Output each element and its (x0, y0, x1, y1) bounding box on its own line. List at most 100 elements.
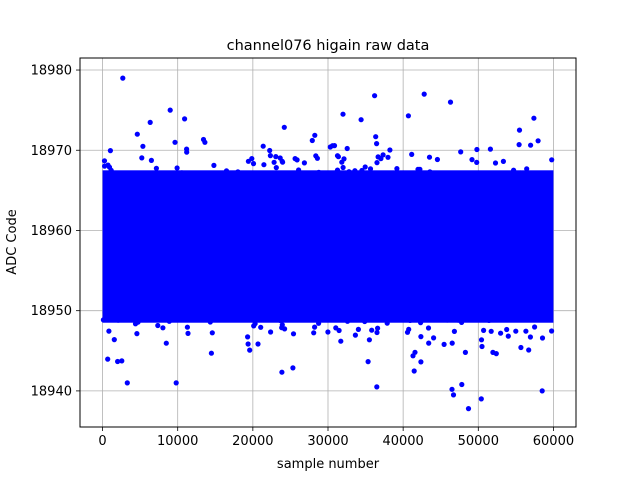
data-point (179, 170, 185, 176)
data-point (426, 154, 433, 160)
data-point (374, 141, 380, 147)
data-point (375, 325, 381, 331)
data-point (275, 176, 281, 182)
data-point (338, 338, 344, 344)
data-point (102, 163, 108, 169)
data-point (345, 317, 351, 323)
data-point (451, 328, 457, 334)
data-point (336, 327, 342, 334)
data-point (160, 325, 166, 331)
data-point (481, 175, 487, 181)
data-point (492, 160, 499, 166)
data-point (525, 173, 531, 179)
data-point (339, 176, 345, 183)
data-point (204, 175, 210, 181)
x-axis-ticks: 0 10000 20000 30000 40000 50000 60000 (98, 427, 574, 449)
data-point (463, 174, 469, 180)
data-point (218, 176, 224, 182)
data-point (331, 317, 338, 323)
data-point (523, 328, 529, 334)
data-point (373, 134, 379, 140)
outlier-point (167, 107, 173, 113)
x-tick-label: 0 (98, 434, 106, 449)
data-point (394, 166, 400, 172)
data-point (119, 176, 125, 182)
data-point (410, 353, 416, 359)
data-point (234, 176, 240, 182)
x-tick-label: 10000 (157, 434, 198, 449)
data-point (211, 178, 217, 184)
data-point (505, 308, 511, 314)
data-point (483, 171, 490, 177)
data-point (133, 314, 139, 320)
y-axis-label: ADC Code (5, 209, 20, 274)
data-point (269, 178, 275, 184)
data-point (362, 318, 368, 324)
data-point (418, 320, 424, 326)
data-point (279, 322, 285, 328)
data-point (309, 137, 315, 144)
data-point (334, 308, 340, 314)
y-tick-label: 18980 (31, 64, 72, 79)
data-point (277, 313, 283, 320)
data-point (500, 158, 506, 164)
x-tick-label: 60000 (533, 434, 574, 449)
data-point (444, 317, 450, 323)
data-point (185, 309, 191, 315)
data-point (312, 132, 318, 138)
data-point (384, 320, 390, 326)
data-point (359, 167, 365, 174)
data-point (209, 330, 215, 336)
data-point (355, 326, 361, 332)
data-point (383, 176, 389, 182)
data-point (176, 178, 182, 184)
outlier-point (124, 380, 130, 386)
data-point (191, 171, 197, 177)
data-point (281, 124, 287, 130)
data-point (362, 164, 368, 170)
data-point (316, 169, 322, 175)
x-tick-label: 50000 (458, 434, 499, 449)
data-point (366, 337, 372, 343)
data-point (301, 160, 307, 166)
data-point (296, 167, 302, 173)
outlier-point (450, 392, 457, 398)
data-point (271, 159, 277, 165)
data-point (369, 327, 375, 333)
data-point (374, 329, 380, 336)
data-point (312, 324, 318, 330)
data-point (174, 165, 180, 171)
data-point (474, 146, 480, 153)
data-point (107, 148, 113, 154)
data-point (134, 331, 140, 337)
data-point (252, 321, 258, 327)
data-point (418, 359, 424, 365)
data-point (247, 347, 253, 353)
data-point (549, 157, 555, 163)
data-point (439, 179, 445, 185)
data-point (133, 171, 139, 177)
data-point (314, 155, 320, 161)
data-point (392, 311, 398, 317)
data-point (102, 309, 108, 315)
data-point (294, 157, 300, 163)
data-point (404, 329, 411, 335)
data-point (172, 139, 178, 145)
data-point (182, 116, 188, 122)
dense-data-band (102, 170, 554, 323)
data-point (261, 162, 267, 168)
data-point (293, 176, 299, 182)
data-point (516, 142, 522, 148)
data-point (279, 158, 285, 164)
data-point (469, 316, 475, 323)
data-point (138, 315, 144, 321)
y-axis-ticks: 18940 18950 18960 18970 18980 (31, 64, 80, 399)
data-point (457, 308, 463, 314)
data-point (208, 350, 214, 356)
data-point (195, 308, 201, 314)
data-point (365, 359, 371, 365)
data-point (500, 316, 506, 322)
data-point (180, 308, 186, 314)
data-point (518, 344, 524, 351)
data-point (211, 162, 217, 168)
